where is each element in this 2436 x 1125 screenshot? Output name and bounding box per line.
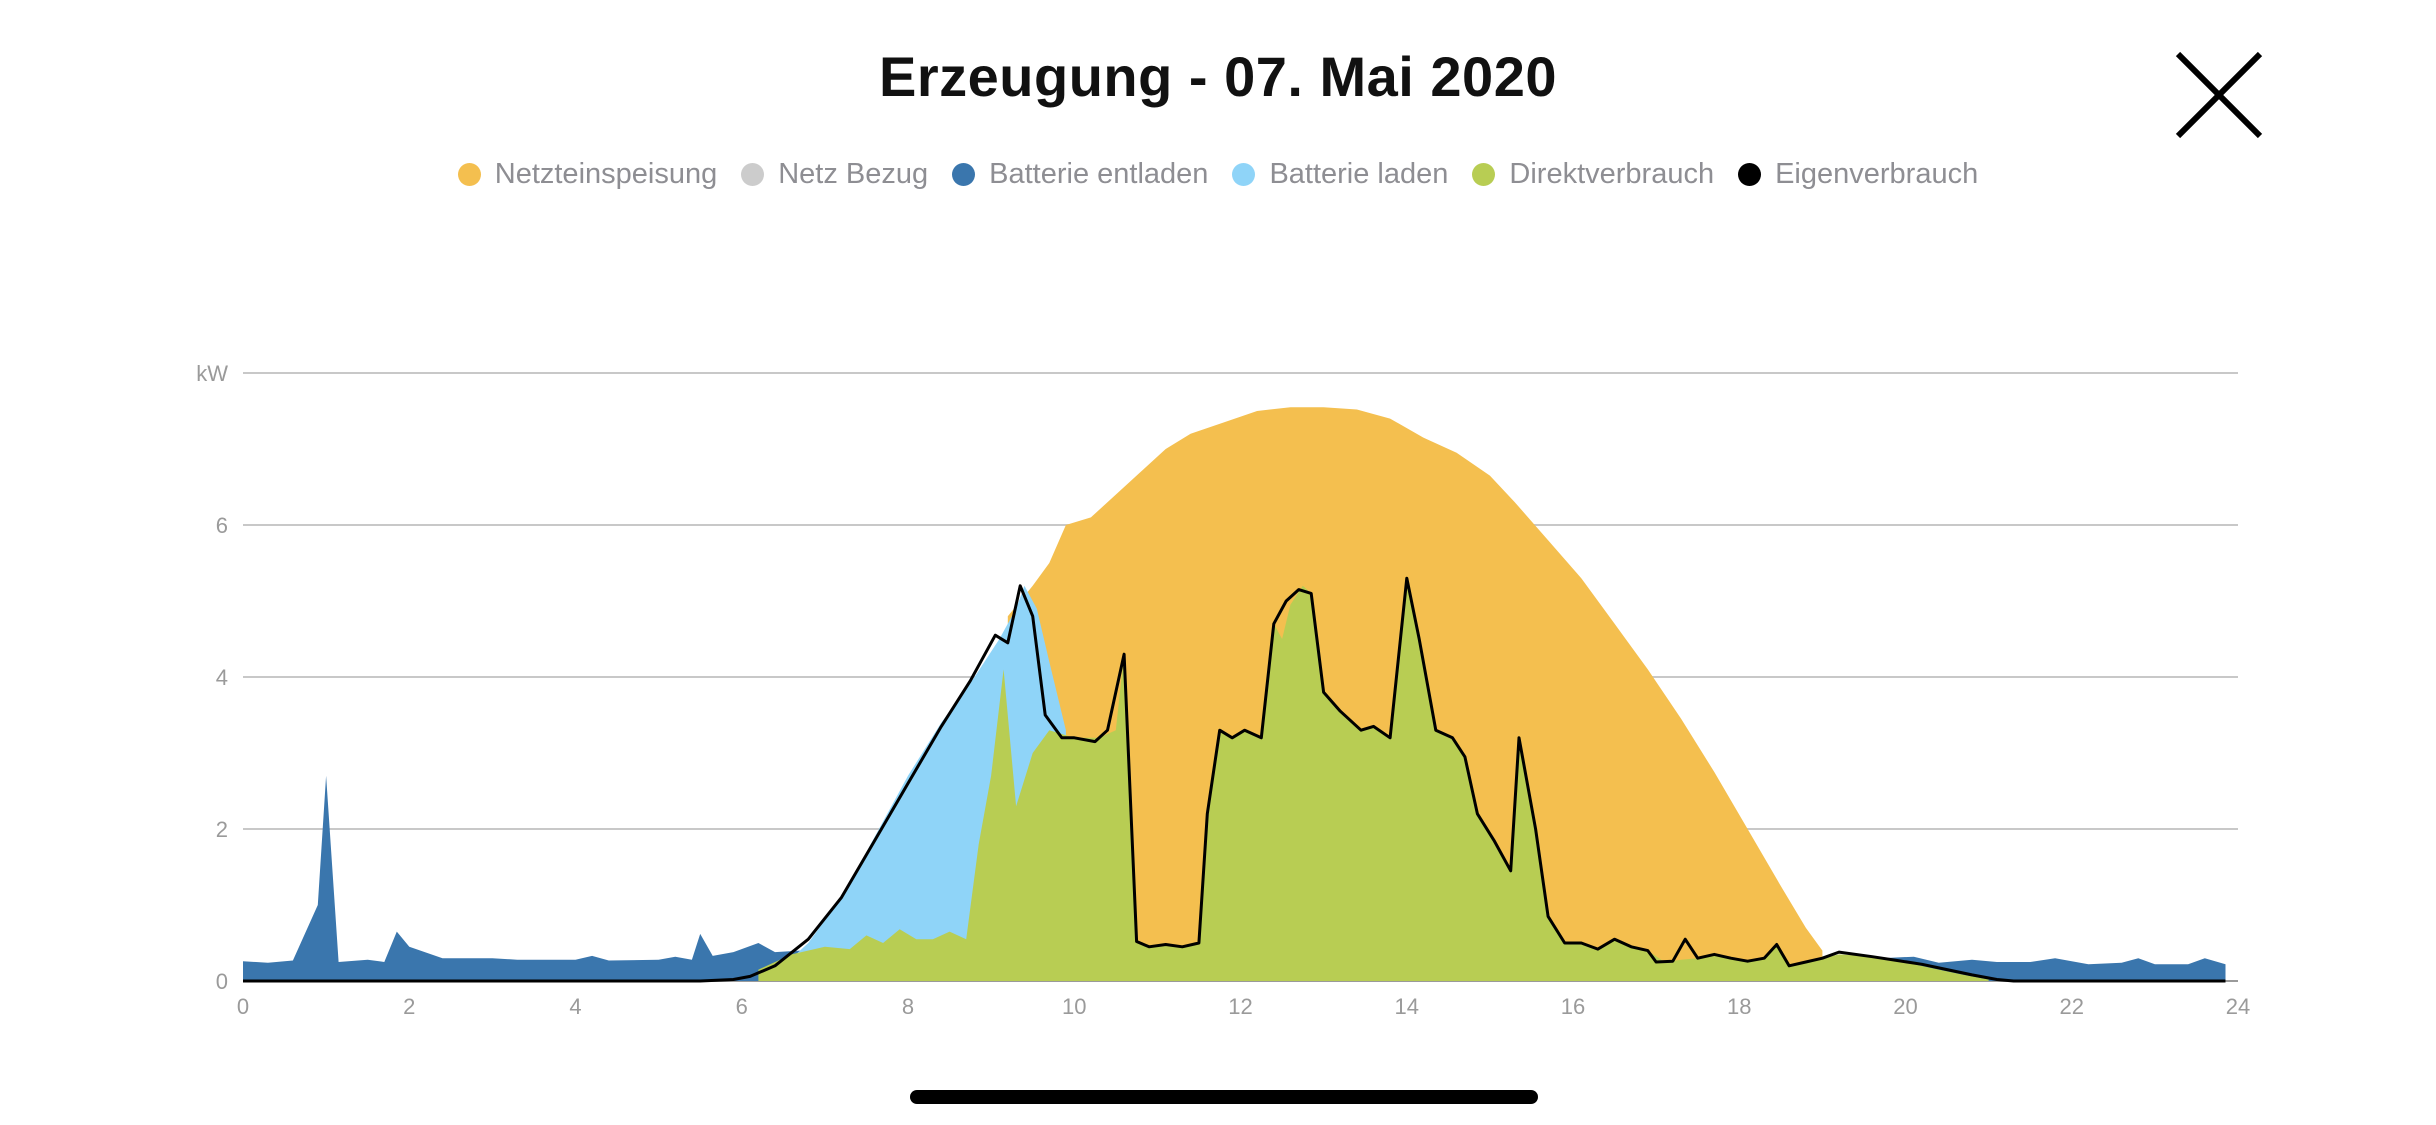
area-direktverbrauch <box>758 578 1989 981</box>
x-tick-label: 18 <box>1727 994 1751 1019</box>
x-tick-label: 8 <box>902 994 914 1019</box>
x-tick-label: 12 <box>1228 994 1252 1019</box>
x-tick-label: 6 <box>736 994 748 1019</box>
x-tick-label: 2 <box>403 994 415 1019</box>
legend-item-batterie-laden[interactable]: Batterie laden <box>1232 158 1448 191</box>
x-tick-label: 4 <box>569 994 581 1019</box>
y-axis-unit: kW <box>196 361 228 386</box>
legend-item-eigenverbrauch[interactable]: Eigenverbrauch <box>1738 158 1978 191</box>
legend-dot-netzteinspeisung <box>457 163 481 186</box>
legend-label: Batterie laden <box>1269 158 1449 190</box>
legend-label: Batterie entladen <box>989 158 1209 190</box>
y-tick-label: 2 <box>216 817 228 842</box>
legend-dot-direktverbrauch <box>1472 163 1496 186</box>
y-tick-label: 4 <box>216 665 228 690</box>
legend-item-direktverbrauch[interactable]: Direktverbrauch <box>1472 158 1714 191</box>
y-tick-label: 6 <box>216 513 228 538</box>
legend-item-netz-bezug[interactable]: Netz Bezug <box>741 158 928 191</box>
legend-item-netzteinspeisung[interactable]: Netzteinspeisung <box>457 158 718 191</box>
page-title: Erzeugung - 07. Mai 2020 <box>879 45 1557 108</box>
close-icon[interactable] <box>2172 48 2266 142</box>
x-tick-label: 14 <box>1395 994 1419 1019</box>
home-indicator[interactable] <box>910 1090 1538 1104</box>
legend-dot-eigenverbrauch <box>1738 163 1762 186</box>
line-eigenverbrauch <box>243 576 2226 983</box>
area-batterie-entladen <box>243 775 2226 981</box>
legend-label: Netzteinspeisung <box>494 158 718 190</box>
x-tick-label: 16 <box>1561 994 1585 1019</box>
x-tick-label: 22 <box>2060 994 2084 1019</box>
legend-dot-batterie-laden <box>1232 163 1256 186</box>
legend-dot-batterie-entladen <box>952 163 976 186</box>
x-tick-label: 20 <box>1893 994 1917 1019</box>
x-tick-label: 10 <box>1062 994 1086 1019</box>
legend-label: Eigenverbrauch <box>1775 158 1979 190</box>
legend-label: Netz Bezug <box>778 158 929 190</box>
x-tick-label: 24 <box>2226 994 2250 1019</box>
legend-label: Direktverbrauch <box>1509 158 1715 190</box>
legend-item-batterie-entladen[interactable]: Batterie entladen <box>952 158 1208 191</box>
legend-dot-netz-bezug <box>741 163 765 186</box>
x-tick-label: 0 <box>237 994 249 1019</box>
y-tick-label: 0 <box>216 969 228 994</box>
chart-legend: Netzteinspeisung Netz Bezug Batterie ent… <box>0 158 2436 191</box>
